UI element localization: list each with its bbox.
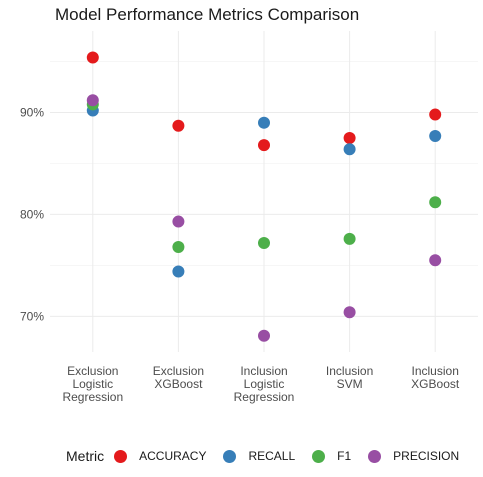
point-recall [172, 265, 185, 278]
point-recall [343, 143, 356, 156]
point-f1 [343, 232, 356, 245]
y-tick-label: 90% [20, 106, 44, 120]
point-f1 [258, 236, 270, 249]
y-axis-ticks: 70% 80% 90% [20, 106, 44, 324]
y-tick-label: 70% [20, 309, 44, 323]
x-tick-label: Exclusion Logistic Regression [62, 364, 123, 404]
point-f1 [429, 196, 442, 209]
data-points [86, 51, 442, 342]
point-precision [258, 329, 270, 342]
point-accuracy [86, 51, 99, 64]
legend-item-f1: F1 [312, 449, 351, 463]
point-recall [258, 116, 270, 129]
point-accuracy [343, 132, 356, 144]
legend-item-precision: PRECISION [368, 449, 459, 463]
legend-title: Metric [66, 448, 105, 464]
legend-dot-precision [368, 449, 382, 463]
point-precision [343, 306, 356, 319]
legend-dot-recall [223, 449, 237, 463]
legend-label-f1: F1 [337, 449, 352, 463]
point-recall [429, 129, 442, 142]
legend-item-recall: RECALL [223, 449, 295, 463]
point-f1 [172, 241, 185, 254]
x-tick-label: Inclusion Logistic Regression [234, 364, 295, 404]
grid-layer [50, 31, 478, 352]
point-accuracy [258, 139, 270, 152]
y-tick-label: 80% [20, 207, 44, 221]
point-precision [86, 94, 99, 107]
legend-label-accuracy: ACCURACY [139, 449, 207, 463]
chart-title: Model Performance Metrics Comparison [55, 5, 360, 24]
x-tick-label: Exclusion XGBoost [153, 364, 204, 391]
legend-label-recall: RECALL [248, 449, 296, 463]
x-tick-label: Inclusion XGBoost [411, 364, 460, 391]
legend-label-precision: PRECISION [393, 449, 460, 463]
point-precision [172, 215, 185, 228]
x-tick-label: Inclusion SVM [326, 364, 373, 391]
point-accuracy [172, 119, 185, 132]
x-axis-ticks: Exclusion Logistic Regression Exclusion XGBo… [62, 364, 459, 404]
legend: Metric ACCURACY RECALL F1 PRECISION [66, 445, 476, 467]
legend-item-accuracy: ACCURACY [114, 449, 206, 463]
legend-dot-f1 [312, 449, 326, 463]
point-precision [429, 254, 442, 267]
legend-dot-accuracy [114, 449, 128, 463]
point-accuracy [429, 108, 442, 121]
